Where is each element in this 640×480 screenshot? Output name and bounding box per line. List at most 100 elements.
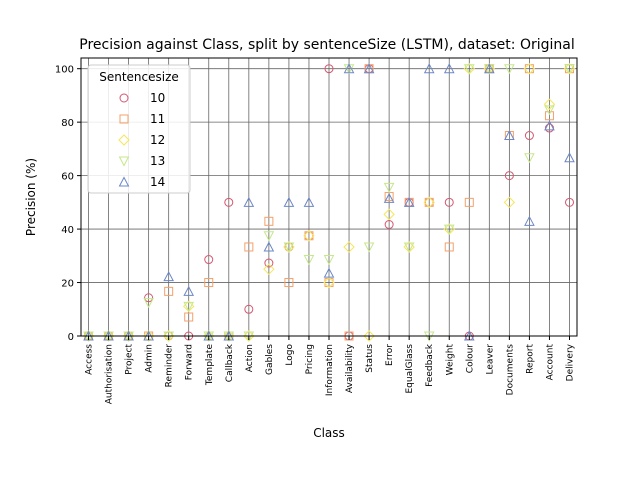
data-point	[303, 255, 315, 266]
legend-marker	[119, 114, 129, 124]
data-point	[464, 197, 474, 207]
data-point	[224, 197, 234, 207]
data-point	[283, 196, 295, 207]
data-point	[204, 278, 214, 288]
data-point	[263, 263, 275, 275]
data-point	[383, 182, 395, 193]
x-tick-label: Project	[125, 344, 135, 375]
data-point	[303, 230, 315, 242]
data-point	[524, 215, 535, 226]
data-point	[444, 197, 454, 207]
data-point	[383, 192, 395, 203]
legend: Sentencesize 10 11 12 13 14	[87, 64, 191, 194]
data-point	[524, 131, 534, 141]
data-point	[142, 330, 155, 342]
legend-label: 10	[150, 91, 165, 105]
data-point	[183, 285, 195, 296]
x-tick-label: Access	[85, 344, 95, 375]
data-point	[263, 231, 275, 242]
data-point	[504, 64, 515, 75]
data-point	[264, 216, 274, 226]
x-tick-label: Reminder	[165, 344, 175, 388]
y-axis-label: Precision (%)	[24, 158, 38, 236]
data-point	[363, 242, 375, 253]
chart-title: Precision against Class, split by senten…	[79, 37, 575, 53]
data-point	[263, 241, 275, 252]
data-point	[363, 63, 375, 74]
data-point	[383, 208, 395, 221]
data-point	[143, 298, 154, 309]
data-point	[323, 255, 335, 266]
y-tick-label: 20	[61, 279, 74, 290]
data-point	[544, 105, 555, 116]
data-point	[444, 242, 454, 252]
data-point	[363, 330, 375, 342]
data-point	[264, 258, 274, 268]
x-tick-label: Authorisation	[105, 344, 115, 404]
data-point	[565, 197, 574, 207]
data-point	[304, 231, 314, 241]
x-tick-label: Callback	[225, 343, 235, 382]
data-point	[284, 278, 294, 288]
data-point	[544, 120, 555, 131]
data-point	[283, 242, 295, 253]
legend-label: 12	[150, 133, 165, 147]
x-axis-label: Class	[313, 426, 345, 440]
data-point	[484, 63, 495, 74]
x-tick-label: Forward	[185, 344, 195, 380]
x-tick-label: EqualGlass	[405, 344, 415, 394]
x-tick-label: Report	[525, 344, 535, 374]
legend-label: 11	[150, 112, 165, 126]
data-point	[424, 197, 434, 207]
legend-marker	[119, 93, 129, 103]
data-point	[244, 304, 254, 314]
x-tick-label: Weight	[445, 344, 455, 376]
x-tick-label: Template	[205, 344, 215, 387]
x-tick-label: Information	[325, 344, 335, 396]
x-tick-label: Status	[365, 344, 375, 373]
data-point	[443, 224, 455, 235]
y-tick-label: 80	[61, 118, 74, 129]
x-tick-label: Admin	[145, 344, 155, 373]
x-tick-label: Logo	[285, 344, 295, 366]
data-point	[324, 278, 334, 288]
legend-marker	[118, 134, 130, 146]
data-point	[323, 267, 335, 278]
data-point	[504, 171, 514, 181]
x-tick-label: Documents	[505, 344, 515, 396]
data-point	[524, 64, 534, 74]
data-point	[183, 301, 195, 312]
data-point	[343, 63, 355, 74]
y-tick-label: 100	[55, 65, 74, 76]
y-axis-ticks: 0 20 40 60 80 100	[55, 65, 81, 343]
x-tick-label: Delivery	[566, 343, 576, 381]
legend-label: 14	[150, 175, 165, 189]
y-tick-label: 0	[68, 332, 74, 343]
data-point	[243, 196, 255, 207]
legend-marker	[118, 176, 130, 187]
data-point	[303, 196, 315, 207]
data-point	[343, 241, 355, 253]
data-point	[543, 98, 556, 110]
x-tick-label: Colour	[465, 344, 475, 374]
data-point	[423, 63, 435, 74]
data-point	[443, 63, 455, 74]
x-tick-label: Pricing	[305, 344, 315, 374]
y-tick-label: 40	[61, 225, 74, 236]
data-point	[504, 129, 515, 141]
data-point	[403, 242, 415, 253]
data-point	[523, 62, 536, 75]
data-point	[384, 220, 394, 230]
x-tick-label: Feedback	[425, 343, 435, 387]
data-point	[323, 276, 335, 289]
x-axis-ticks: Access Authorisation Project Admin Reminder F…	[85, 336, 576, 404]
x-tick-label: Gables	[265, 344, 275, 375]
x-tick-label: Availability	[345, 343, 355, 393]
data-point	[564, 152, 575, 163]
data-point	[544, 111, 554, 121]
data-point	[524, 153, 535, 164]
data-point	[564, 64, 575, 75]
data-point	[204, 255, 214, 265]
legend-title: Sentencesize	[99, 70, 179, 84]
